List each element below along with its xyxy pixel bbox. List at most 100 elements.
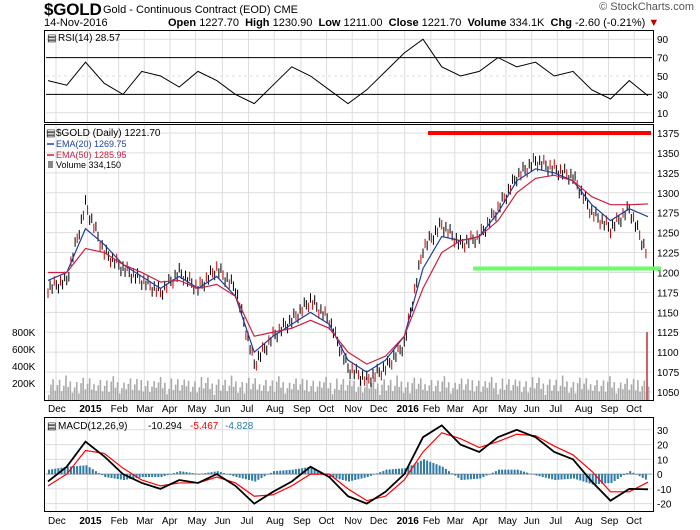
volume-bar — [56, 385, 59, 400]
volume-bar — [127, 383, 130, 400]
macd-histogram-bar — [176, 472, 179, 475]
volume-bar — [516, 386, 519, 400]
x-tick-label: Feb — [423, 404, 441, 415]
ema50-line — [48, 174, 649, 365]
volume-bar — [594, 385, 596, 400]
volume-bar — [200, 377, 203, 400]
volume-bar — [574, 393, 577, 400]
volume-bar — [95, 390, 97, 400]
volume-bar — [170, 378, 173, 400]
price-tick-label: 1200 — [657, 268, 680, 279]
x-tick-label: Apr — [162, 404, 178, 415]
volume-bar — [220, 390, 222, 400]
macd-histogram-bar — [188, 472, 191, 475]
volume-bar — [364, 387, 366, 400]
ema20-line — [47, 168, 649, 373]
macd-histogram-bar — [498, 469, 500, 475]
volume-bar — [125, 389, 127, 400]
volume-bar — [110, 381, 112, 400]
macd-histogram-bar — [429, 461, 432, 475]
volume-bar — [144, 386, 147, 400]
price-tick-label: 1150 — [657, 308, 679, 319]
volume-bar — [198, 387, 201, 400]
x-tick-label-bottom: Jun — [524, 516, 540, 527]
volume-bar — [510, 390, 512, 400]
macd-histogram-bar — [241, 474, 244, 479]
volume-bar — [467, 378, 469, 400]
macd-histogram-bar — [594, 474, 597, 485]
macd-histogram-bar — [88, 467, 91, 475]
x-tick-label-bottom: 2016 — [397, 516, 420, 527]
volume-bar — [333, 388, 336, 400]
x-tick-label-bottom: Jun — [214, 516, 230, 527]
macd-histogram-bar — [57, 468, 60, 475]
x-tick-label-bottom: Sep — [601, 516, 619, 527]
volume-bar — [426, 390, 428, 400]
volume-bar — [531, 377, 534, 400]
volume-bar — [355, 392, 358, 400]
volume-bar — [202, 388, 205, 400]
volume-bar — [634, 390, 637, 400]
macd-histogram-bar — [479, 474, 482, 479]
volume-bar — [256, 389, 259, 400]
macd-histogram-bar — [466, 474, 469, 480]
volume-bar — [278, 376, 280, 400]
volume-tick-label: 800K — [12, 328, 36, 339]
macd-histogram-bar — [444, 468, 447, 475]
volume-bar — [544, 394, 547, 400]
macd-histogram-bar — [426, 460, 429, 475]
macd-tick-label: 30 — [657, 426, 669, 437]
macd-histogram-bar — [216, 471, 219, 475]
x-tick-label-bottom: Jul — [241, 516, 254, 527]
volume-bar — [376, 383, 379, 400]
x-tick-label: Mar — [136, 404, 154, 415]
volume-bar — [374, 388, 377, 400]
volume-bar — [630, 384, 633, 400]
macd-histogram-bar — [194, 473, 197, 475]
volume-bar — [398, 386, 401, 400]
volume-bar — [548, 379, 551, 400]
brand-logo[interactable]: © StockCharts.com — [599, 1, 694, 13]
macd-histogram-bar — [363, 474, 366, 478]
x-tick-label-bottom: May — [498, 516, 517, 527]
macd-histogram-bar — [573, 474, 575, 479]
volume-bar — [131, 389, 134, 400]
x-tick-label: 2015 — [79, 404, 102, 415]
volume-bar — [196, 392, 198, 400]
volume-bar — [99, 379, 102, 400]
volume-bar — [357, 386, 360, 400]
volume-bar — [533, 388, 536, 400]
macd-histogram-bar — [635, 474, 638, 475]
volume-bar — [301, 378, 304, 400]
volume-bar — [540, 388, 542, 400]
volume-legend: Volume 334,150 — [56, 160, 121, 170]
volume-bar — [52, 379, 54, 400]
volume-bar — [297, 389, 299, 400]
macd-histogram-bar — [485, 474, 488, 476]
macd-histogram-bar — [266, 474, 269, 475]
x-tick-label-bottom: Feb — [423, 516, 441, 527]
volume-bar — [462, 389, 465, 400]
volume-bar — [551, 390, 553, 400]
macd-histogram-bar — [85, 465, 88, 475]
macd-histogram-bar — [401, 468, 404, 475]
macd-histogram-bar — [69, 466, 72, 475]
macd-histogram-bar — [407, 466, 410, 475]
macd-histogram-bar — [576, 474, 579, 480]
volume-bar — [439, 391, 441, 400]
volume-bar — [207, 377, 209, 400]
macd-histogram-bar — [79, 465, 82, 475]
volume-bar — [123, 382, 125, 400]
volume-bar — [490, 376, 493, 400]
macd-histogram-bar — [560, 474, 563, 480]
volume-bar — [181, 385, 183, 400]
volume-bar — [232, 386, 235, 400]
volume-bar — [637, 380, 639, 400]
volume-bar — [101, 391, 104, 400]
macd-histogram-bar — [219, 472, 222, 475]
macd-histogram-bar — [76, 465, 79, 475]
exchange: CME — [273, 4, 299, 16]
macd-line — [47, 424, 649, 505]
volume-bar — [303, 390, 306, 400]
